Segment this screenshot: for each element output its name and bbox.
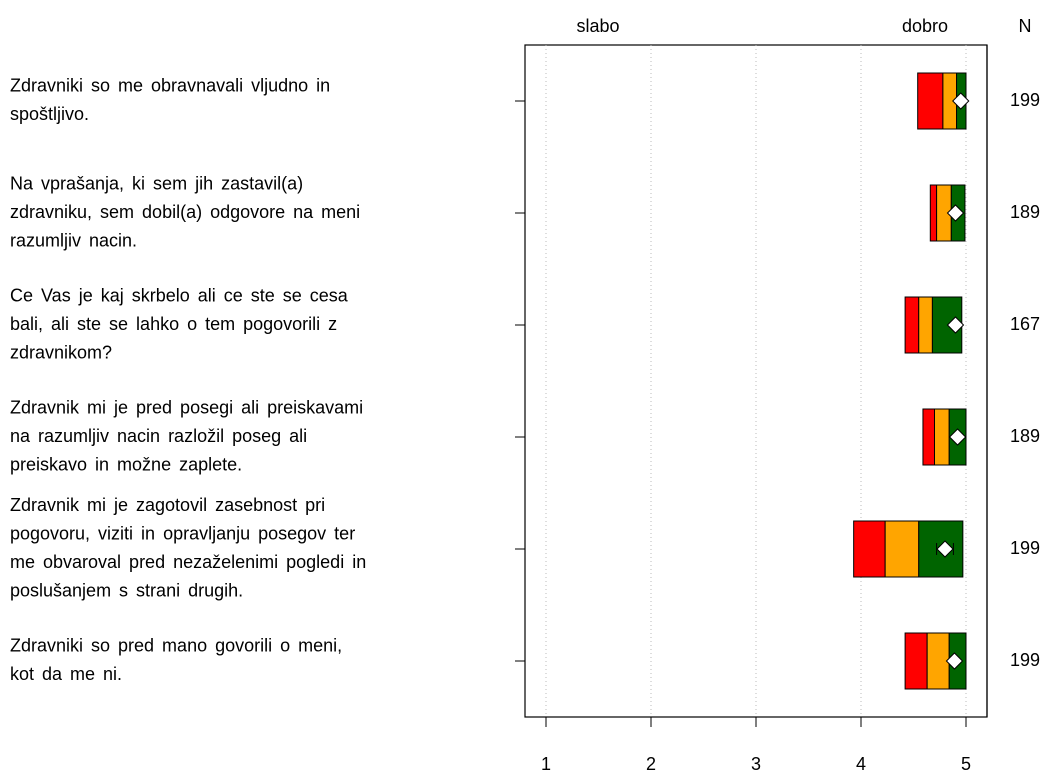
category-label: Zdravniki so me obravnavali vljudno in (10, 76, 330, 96)
segment (884, 520, 920, 578)
mean-marker (946, 204, 965, 222)
segment (918, 296, 933, 354)
x-tick-label: 1 (541, 754, 551, 774)
segment (917, 72, 944, 130)
n-value: 189 (1010, 202, 1040, 222)
segment (929, 184, 938, 242)
mean-marker (952, 92, 970, 110)
segment (934, 408, 950, 466)
category-label: Zdravniki so pred mano govorili o meni, (10, 636, 342, 656)
category-label: Na vprašanja, ki sem jih zastavil(a) (10, 173, 303, 193)
category-label: me obvaroval pred nezaželenimi pogledi i… (10, 552, 366, 572)
n-value: 167 (1010, 314, 1040, 334)
category-label: pogovoru, viziti in opravljanju posegov … (10, 524, 355, 544)
n-value: 199 (1010, 90, 1040, 110)
right-label: dobro (902, 16, 948, 36)
category-label: kot da me ni. (10, 664, 122, 684)
category-label: poslušanjem s strani drugih. (10, 581, 243, 601)
segment (904, 632, 928, 690)
segment (853, 520, 886, 578)
category-label: spoštljivo. (10, 104, 89, 124)
n-value: 199 (1010, 650, 1040, 670)
left-label: slabo (576, 16, 619, 36)
mean-marker (936, 540, 954, 558)
category-label: bali, ali ste se lahko o tem pogovorili … (10, 314, 337, 334)
category-label: razumljiv nacin. (10, 230, 137, 250)
n-label: N (1019, 16, 1032, 36)
x-tick-label: 2 (646, 754, 656, 774)
category-label: Zdravnik mi je zagotovil zasebnost pri (10, 495, 325, 515)
category-label: Zdravnik mi je pred posegi ali preiskava… (10, 397, 363, 417)
category-label: Ce Vas je kaj skrbelo ali ce ste se cesa (10, 285, 349, 305)
n-value: 189 (1010, 426, 1040, 446)
category-label: zdravniku, sem dobil(a) odgovore na meni (10, 202, 360, 222)
category-label: na razumljiv nacin razložil poseg ali (10, 426, 307, 446)
category-label: zdravnikom? (10, 342, 112, 362)
segment (922, 408, 936, 466)
mean-marker (948, 428, 967, 446)
x-tick-label: 5 (961, 754, 971, 774)
n-value: 199 (1010, 538, 1040, 558)
category-label: preiskavo in možne zaplete. (10, 454, 242, 474)
mean-marker (946, 316, 965, 334)
mean-marker (945, 652, 964, 670)
segment (904, 296, 920, 354)
x-tick-label: 4 (856, 754, 866, 774)
x-tick-label: 3 (751, 754, 761, 774)
